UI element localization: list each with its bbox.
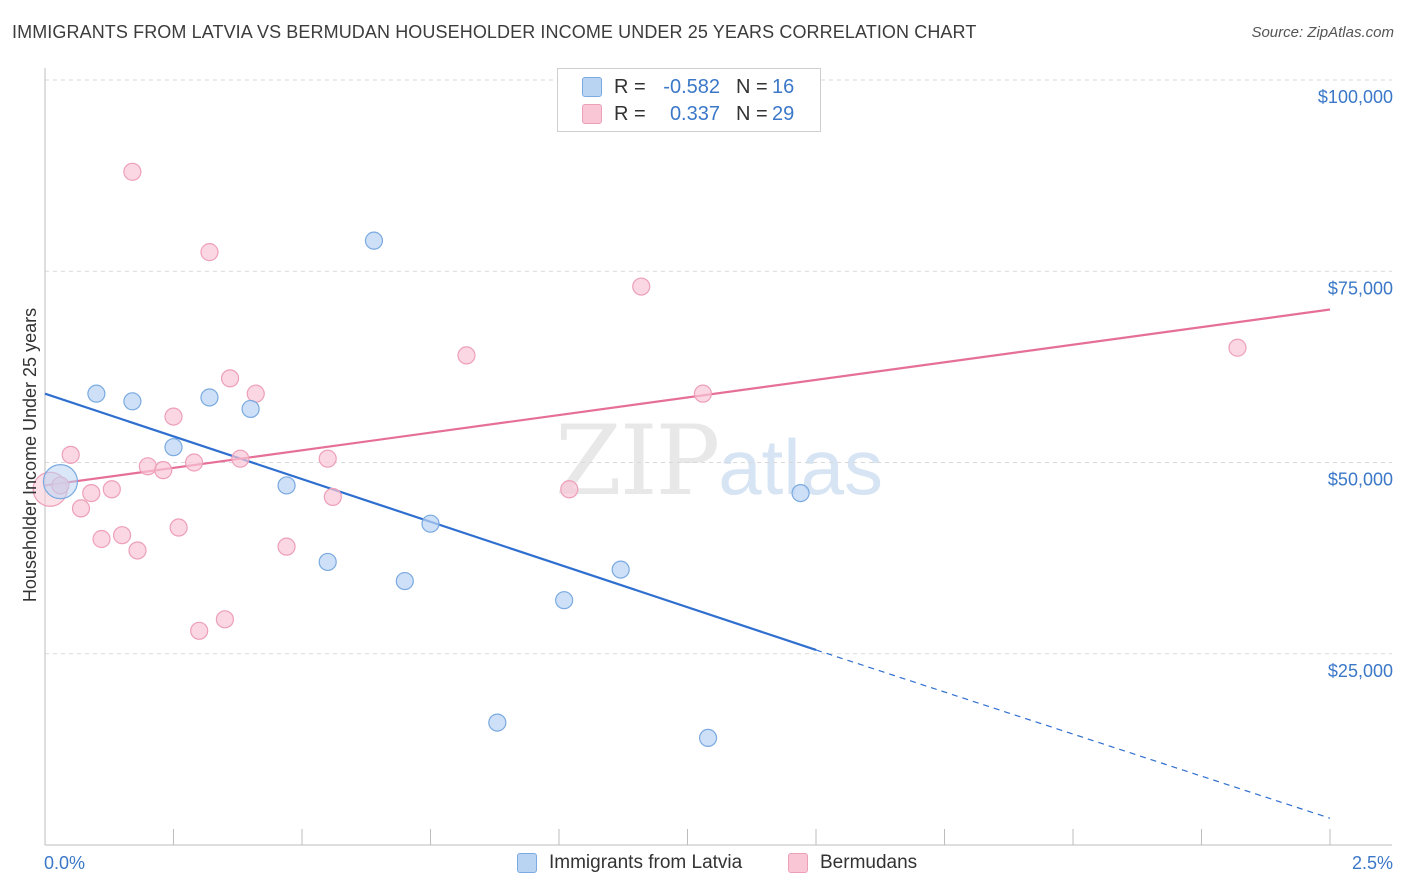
series-legend: Immigrants from Latvia Bermudans [0, 852, 1406, 878]
point-bermudans [71, 499, 91, 518]
point-latvia [87, 384, 106, 403]
tick-labels: $25,000 $50,000 $75,000 $100,000 0.0% 2.5% Hou… [20, 87, 1393, 873]
point-latvia [395, 571, 414, 591]
legend-r-label: R = [614, 75, 646, 98]
point-latvia [698, 728, 718, 748]
y-tick-label: $75,000 [1328, 278, 1393, 298]
watermark: ZIPatlas [555, 405, 883, 517]
point-bermudans [632, 277, 651, 296]
point-bermudans [61, 445, 80, 464]
legend-swatch-latvia [517, 853, 537, 873]
point-latvia [123, 392, 142, 411]
y-tick-label: $100,000 [1318, 87, 1393, 107]
point-bermudans [164, 407, 183, 426]
point-latvia [364, 231, 384, 250]
legend-label-latvia: Immigrants from Latvia [549, 852, 743, 873]
trend-line-latvia-extension [815, 649, 1331, 819]
point-latvia [488, 713, 507, 732]
legend-r-value: 0.337 [669, 102, 720, 125]
trend-line-bermudans [44, 308, 1331, 487]
correlation-legend: R = -0.582 N = 16 R = 0.337 N = 29 [557, 68, 821, 132]
point-latvia [42, 464, 79, 500]
legend-item-latvia: Immigrants from Latvia [517, 852, 742, 874]
legend-row-latvia: R = -0.582 N = 16 [582, 74, 794, 100]
point-latvia [791, 484, 810, 503]
point-bermudans [184, 453, 204, 472]
data-points [32, 162, 1247, 748]
point-bermudans [138, 457, 157, 476]
point-bermudans [190, 621, 209, 640]
legend-row-bermudans: R = 0.337 N = 29 [582, 101, 794, 127]
point-bermudans [220, 369, 240, 388]
legend-n-value: 16 [772, 75, 795, 98]
point-bermudans [154, 461, 173, 480]
legend-label-bermudans: Bermudans [820, 852, 918, 873]
point-latvia [277, 476, 296, 495]
point-bermudans [246, 384, 265, 403]
point-bermudans [215, 610, 234, 629]
legend-item-bermudans: Bermudans [788, 852, 917, 874]
point-bermudans [1228, 338, 1247, 357]
trend-lines [44, 308, 1331, 819]
point-latvia [318, 552, 337, 572]
point-bermudans [123, 162, 142, 181]
source-label: Source: ZipAtlas.com [1251, 24, 1394, 41]
legend-n-value: 29 [772, 102, 795, 125]
legend-r-value: -0.582 [663, 75, 720, 98]
legend-r-label: R = [614, 102, 646, 125]
point-bermudans [200, 243, 219, 262]
point-bermudans [112, 526, 132, 545]
chart-title: IMMIGRANTS FROM LATVIA VS BERMUDAN HOUSE… [12, 22, 977, 42]
point-bermudans [169, 518, 188, 537]
point-latvia [241, 399, 260, 419]
point-bermudans [693, 384, 713, 403]
legend-n-label: N = [736, 102, 768, 125]
point-bermudans [102, 480, 121, 499]
point-bermudans [92, 529, 111, 549]
y-axis-label: Householder Income Under 25 years [20, 308, 40, 602]
x-tick-label: 2.5% [1352, 853, 1393, 873]
point-bermudans [457, 346, 476, 365]
point-bermudans [560, 480, 579, 499]
legend-swatch-bermudans [788, 853, 808, 873]
point-bermudans [323, 487, 342, 507]
point-bermudans [82, 484, 101, 503]
legend-swatch-latvia [582, 77, 602, 97]
point-bermudans [277, 537, 296, 556]
legend-swatch-bermudans [582, 104, 602, 124]
point-latvia [421, 514, 440, 533]
point-bermudans [128, 541, 147, 560]
point-latvia [555, 591, 574, 610]
point-latvia [164, 438, 183, 457]
point-latvia [611, 560, 630, 579]
point-latvia [200, 388, 219, 407]
y-tick-label: $50,000 [1328, 470, 1393, 490]
legend-n-label: N = [736, 75, 768, 98]
point-bermudans [318, 449, 337, 468]
watermark-zip: ZIP [555, 405, 720, 517]
grid-lines [45, 79, 1392, 655]
x-tick-label: 0.0% [44, 853, 85, 873]
axes [44, 68, 1392, 846]
point-bermudans [231, 449, 250, 468]
y-tick-label: $25,000 [1328, 661, 1393, 681]
